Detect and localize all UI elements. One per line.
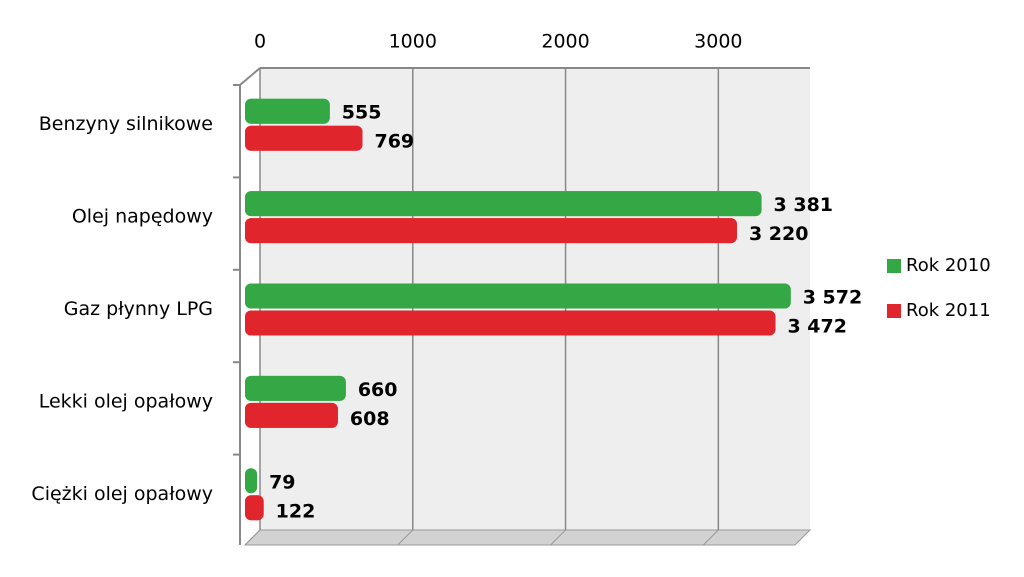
- floor: [243, 529, 812, 546]
- value-label: 3 572: [803, 287, 863, 309]
- legend-swatch: [887, 304, 901, 318]
- floor-tick: [550, 529, 566, 546]
- value-label: 79: [269, 471, 295, 493]
- x-tick-label: 0: [254, 31, 266, 53]
- bar-shade: [245, 191, 762, 217]
- bar-shade: [245, 375, 346, 401]
- floor-tick: [702, 529, 719, 546]
- y-tick-label: Olej napędowy: [72, 206, 213, 228]
- bar-shade: [245, 310, 776, 336]
- value-label: 769: [374, 131, 414, 153]
- x-tick-label: 1000: [389, 31, 437, 53]
- value-label: 555: [342, 102, 382, 124]
- legend-label: Rok 2010: [906, 255, 991, 276]
- value-label: 608: [350, 408, 390, 430]
- axis-edge: [239, 67, 261, 86]
- legend-label: Rok 2011: [906, 300, 991, 321]
- legend-swatch: [887, 259, 901, 273]
- x-tick-label: 2000: [541, 31, 589, 53]
- floor-tick: [244, 529, 261, 546]
- y-tick-label: Benzyny silnikowe: [39, 113, 213, 135]
- bar-shade: [245, 402, 338, 428]
- bar-shade: [245, 283, 791, 309]
- bar-shade: [245, 495, 264, 521]
- bar-shade: [245, 468, 258, 494]
- y-tick-label: Ciężki olej opałowy: [31, 483, 213, 505]
- value-label: 3 220: [749, 223, 809, 245]
- floor-tick: [397, 529, 414, 546]
- x-tick-label: 3000: [694, 31, 742, 53]
- value-label: 3 381: [774, 194, 834, 216]
- value-label: 3 472: [787, 316, 847, 338]
- bar-shade: [245, 218, 737, 244]
- bar-shade: [245, 98, 330, 124]
- value-label: 660: [358, 379, 398, 401]
- bar-shade: [245, 125, 363, 151]
- y-tick-label: Gaz płynny LPG: [64, 298, 213, 320]
- y-tick-label: Lekki olej opałowy: [39, 390, 213, 412]
- value-label: 122: [276, 500, 316, 522]
